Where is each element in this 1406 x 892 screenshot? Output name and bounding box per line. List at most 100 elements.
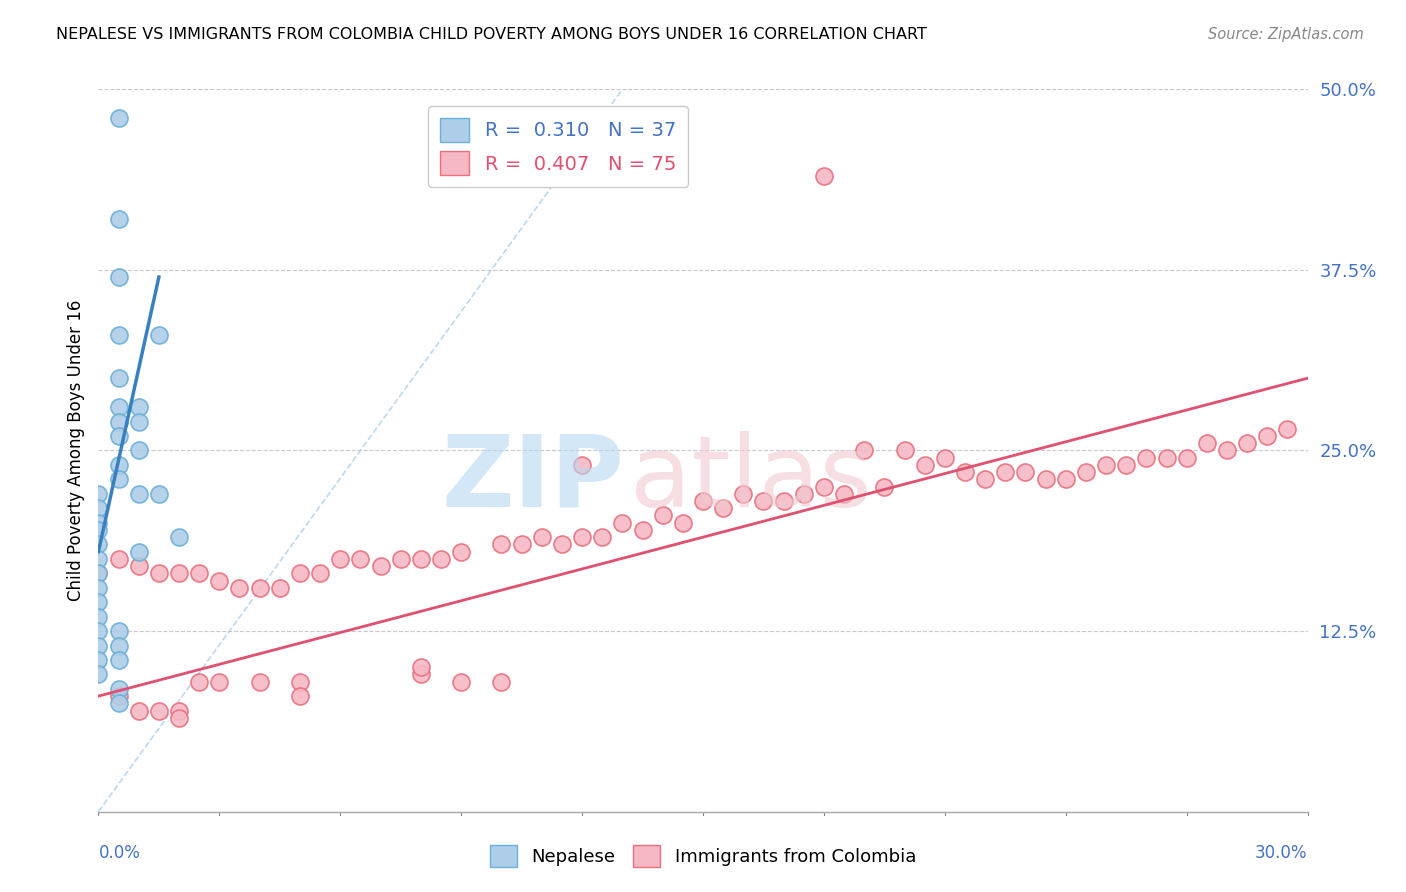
Point [87,566,110,581]
Point [934,450,956,465]
Point [128,487,150,501]
Point [1135,450,1157,465]
Point [107,429,129,443]
Point [349,551,371,566]
Point [370,559,392,574]
Point [87,566,110,581]
Point [107,212,129,227]
Point [813,480,835,494]
Point [148,327,170,342]
Point [87,624,110,639]
Point [188,566,211,581]
Point [1035,472,1057,486]
Point [953,465,976,479]
Point [672,516,695,530]
Point [87,581,110,595]
Point [167,530,190,544]
Point [571,458,593,472]
Point [591,530,613,544]
Point [853,443,876,458]
Point [128,704,150,718]
Point [450,544,472,558]
Point [128,544,150,558]
Point [128,443,150,458]
Point [87,667,110,681]
Point [107,696,129,710]
Point [87,653,110,667]
Point [510,537,533,551]
Point [107,111,129,125]
Point [491,537,513,551]
Point [1074,465,1097,479]
Point [1054,472,1077,486]
Point [409,667,432,681]
Point [752,494,775,508]
Point [612,516,634,530]
Point [107,689,129,703]
Point [228,581,250,595]
Point [148,704,170,718]
Point [128,415,150,429]
Point [188,674,211,689]
Point [530,530,553,544]
Point [269,581,291,595]
Point [107,681,129,696]
Point [974,472,997,486]
Legend: Nepalese, Immigrants from Colombia: Nepalese, Immigrants from Colombia [482,838,924,874]
Point [491,674,513,689]
Point [107,653,129,667]
Point [288,674,311,689]
Point [409,551,432,566]
Point [208,574,231,588]
Point [1236,436,1258,450]
Point [389,551,412,566]
Text: ZIP: ZIP [441,431,624,528]
Point [87,487,110,501]
Point [87,639,110,653]
Point [1277,422,1299,436]
Point [1115,458,1137,472]
Point [651,508,673,523]
Point [1156,450,1178,465]
Point [107,458,129,472]
Point [167,711,190,725]
Point [893,443,915,458]
Point [631,523,654,537]
Point [87,537,110,551]
Point [87,501,110,516]
Point [87,523,110,537]
Point [87,609,110,624]
Point [1014,465,1036,479]
Point [914,458,936,472]
Point [107,270,129,285]
Point [711,501,734,516]
Point [450,674,472,689]
Text: 30.0%: 30.0% [1256,844,1308,863]
Point [1175,450,1198,465]
Point [329,551,352,566]
Point [409,660,432,674]
Point [107,415,129,429]
Point [107,472,129,486]
Point [813,169,835,183]
Point [873,480,896,494]
Point [87,516,110,530]
Point [309,566,332,581]
Text: NEPALESE VS IMMIGRANTS FROM COLOMBIA CHILD POVERTY AMONG BOYS UNDER 16 CORRELATI: NEPALESE VS IMMIGRANTS FROM COLOMBIA CHI… [56,27,927,42]
Point [107,624,129,639]
Point [1095,458,1118,472]
Point [571,530,593,544]
Point [832,487,855,501]
Point [208,674,231,689]
Text: Source: ZipAtlas.com: Source: ZipAtlas.com [1208,27,1364,42]
Point [430,551,453,566]
Point [107,327,129,342]
Point [1256,429,1278,443]
Point [288,689,311,703]
Point [148,487,170,501]
Legend: R =  0.310   N = 37, R =  0.407   N = 75: R = 0.310 N = 37, R = 0.407 N = 75 [429,106,688,186]
Point [994,465,1017,479]
Point [249,674,271,689]
Point [87,551,110,566]
Point [128,559,150,574]
